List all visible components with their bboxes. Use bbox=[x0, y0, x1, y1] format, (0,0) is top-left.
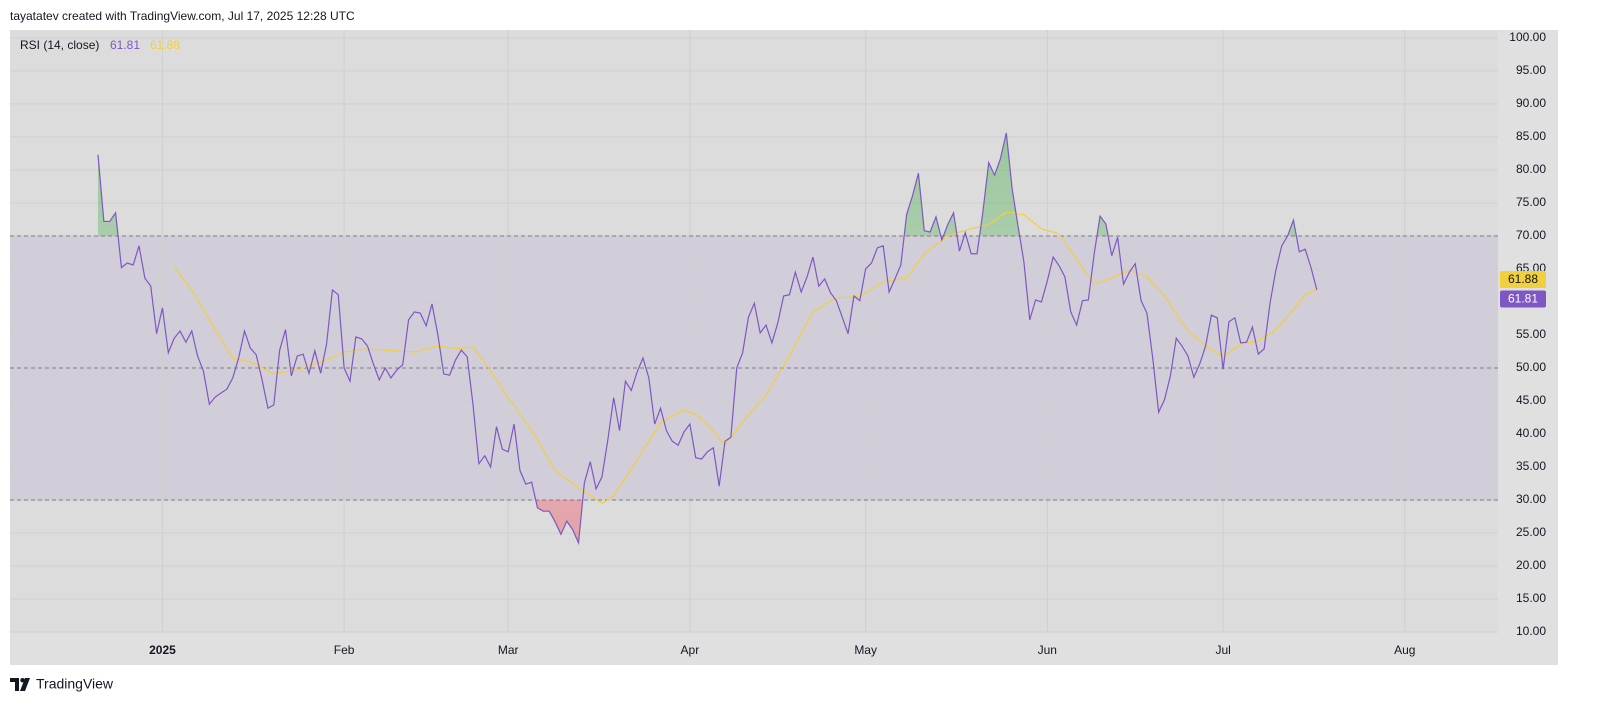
price-badge-label: 61.88 bbox=[1508, 272, 1538, 286]
y-tick-label: 35.00 bbox=[1516, 459, 1546, 473]
x-tick-label: Mar bbox=[498, 643, 519, 657]
x-tick-label: Jul bbox=[1215, 643, 1230, 657]
y-tick-label: 85.00 bbox=[1516, 129, 1546, 143]
indicator-label: RSI (14, close) bbox=[20, 38, 99, 52]
header-text: tayatatev created with TradingView.com, … bbox=[10, 9, 355, 23]
y-tick-label: 20.00 bbox=[1516, 558, 1546, 572]
x-tick-label: Aug bbox=[1394, 643, 1415, 657]
y-tick-label: 95.00 bbox=[1516, 63, 1546, 77]
plot bbox=[97, 132, 1318, 546]
y-tick-label: 10.00 bbox=[1516, 624, 1546, 638]
legend-value: 61.88 bbox=[150, 38, 180, 52]
y-tick-label: 80.00 bbox=[1516, 162, 1546, 176]
rsi-line bbox=[97, 132, 1318, 546]
y-tick-label: 70.00 bbox=[1516, 228, 1546, 242]
x-tick-label: May bbox=[854, 643, 877, 657]
y-tick-label: 30.00 bbox=[1516, 492, 1546, 506]
y-tick-label: 45.00 bbox=[1516, 393, 1546, 407]
ma-line bbox=[173, 211, 1318, 504]
logo bbox=[10, 678, 30, 691]
axes: 100.0095.0090.0085.0080.0075.0070.0065.0… bbox=[149, 30, 1546, 657]
y-tick-label: 50.00 bbox=[1516, 360, 1546, 374]
y-tick-label: 40.00 bbox=[1516, 426, 1546, 440]
pane bbox=[10, 30, 1498, 632]
y-tick-label: 15.00 bbox=[1516, 591, 1546, 605]
price-badge bbox=[1500, 271, 1546, 289]
x-tick-label: Feb bbox=[334, 643, 355, 657]
y-tick-label: 90.00 bbox=[1516, 96, 1546, 110]
x-tick-label: Jun bbox=[1038, 643, 1057, 657]
y-tick-label: 75.00 bbox=[1516, 195, 1546, 209]
x-tick-label: Apr bbox=[681, 643, 700, 657]
legend-value: 61.81 bbox=[110, 38, 140, 52]
price-badge bbox=[1500, 290, 1546, 308]
y-tick-label: 100.00 bbox=[1509, 30, 1546, 44]
y-tick-label: 55.00 bbox=[1516, 327, 1546, 341]
overbought-fill bbox=[98, 132, 1317, 236]
brand-name: TradingView bbox=[36, 676, 114, 692]
x-tick-label: 2025 bbox=[149, 643, 176, 657]
y-tick-label: 25.00 bbox=[1516, 525, 1546, 539]
price-badge-label: 61.81 bbox=[1508, 292, 1538, 306]
